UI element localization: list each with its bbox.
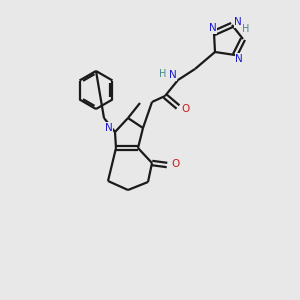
Text: O: O: [182, 104, 190, 114]
Text: N: N: [209, 23, 217, 33]
Text: O: O: [171, 159, 179, 169]
Text: N: N: [235, 54, 243, 64]
Text: N: N: [105, 123, 113, 133]
Text: N: N: [169, 70, 177, 80]
Text: H: H: [242, 24, 250, 34]
Text: H: H: [159, 69, 167, 79]
Text: N: N: [234, 17, 242, 27]
